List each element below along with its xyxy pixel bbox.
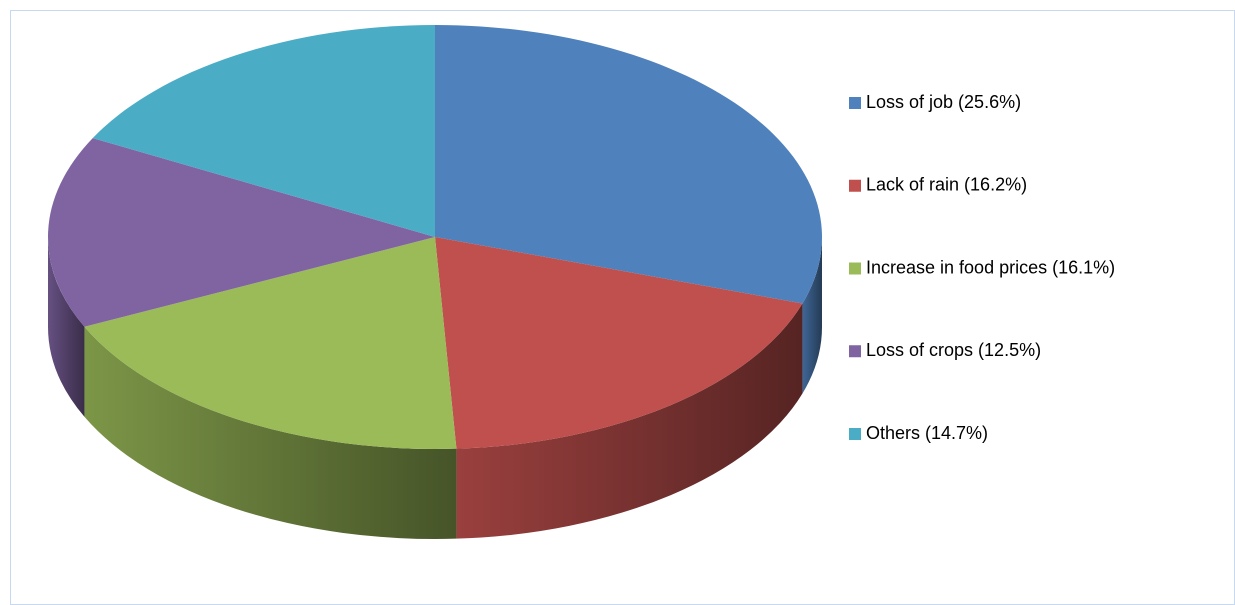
legend-label: Loss of crops (12.5%) [866,340,1041,360]
legend-label: Increase in food prices (16.1%) [866,257,1115,277]
slice [84,237,457,449]
legend-swatch [849,179,861,192]
slice [435,25,822,304]
slice-side [456,303,803,539]
slice-side [84,326,457,540]
legend-swatch [849,345,861,358]
legend-swatch [849,262,861,275]
slice-side [48,237,85,417]
slice-side [802,237,822,394]
slice [47,138,435,327]
legend-swatch [849,97,861,109]
slice [92,25,435,237]
slice [435,237,803,449]
legend-label: Others (14.7%) [866,423,988,443]
legend-label: Lack of rain (16.2%) [866,175,1027,195]
legend-label: Loss of job (25.6%) [866,92,1021,112]
legend-swatch [849,428,861,440]
